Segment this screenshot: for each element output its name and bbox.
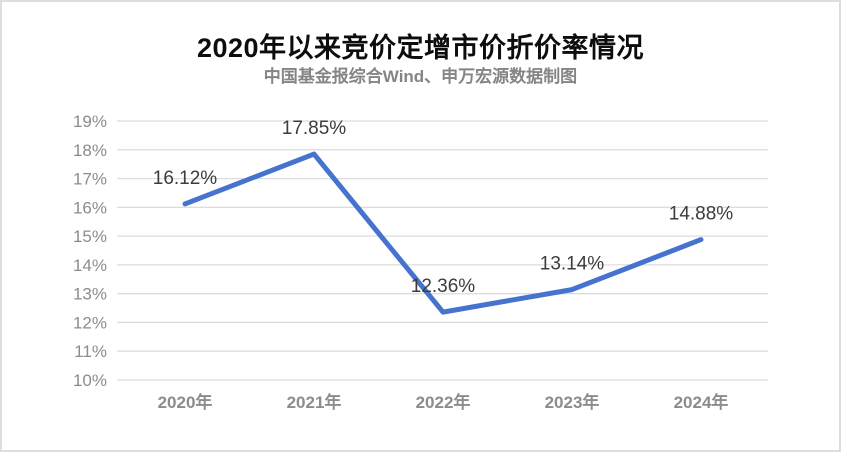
y-axis-tick-label: 17% <box>73 170 107 189</box>
data-point-label: 12.36% <box>411 276 476 297</box>
x-axis-tick-label: 2022年 <box>416 392 471 412</box>
y-axis-tick-label: 14% <box>73 256 107 275</box>
y-axis-tick-label: 13% <box>73 285 107 304</box>
x-axis-tick-label: 2021年 <box>287 392 342 412</box>
y-axis-tick-label: 10% <box>73 371 107 390</box>
y-axis-tick-label: 19% <box>73 112 107 131</box>
chart-title: 2020年以来竞价定增市价折价率情况 <box>196 33 645 63</box>
x-axis-tick-label: 2023年 <box>545 392 600 412</box>
y-axis-tick-label: 15% <box>73 227 107 246</box>
data-point-label: 16.12% <box>153 168 218 189</box>
x-axis-tick-label: 2024年 <box>674 392 729 412</box>
x-axis-tick-label: 2020年 <box>158 392 213 412</box>
chart-subtitle: 中国基金报综合Wind、申万宏源数据制图 <box>263 67 578 86</box>
data-line-series <box>182 151 704 315</box>
y-axis-tick-label: 11% <box>74 342 107 361</box>
y-axis-tick-label: 18% <box>73 141 107 160</box>
y-axis-tick-label: 12% <box>73 313 107 332</box>
data-point-label: 17.85% <box>282 118 347 139</box>
data-point-label: 13.14% <box>540 254 605 275</box>
data-point-label: 14.88% <box>669 204 734 225</box>
y-axis-tick-label: 16% <box>73 198 107 217</box>
